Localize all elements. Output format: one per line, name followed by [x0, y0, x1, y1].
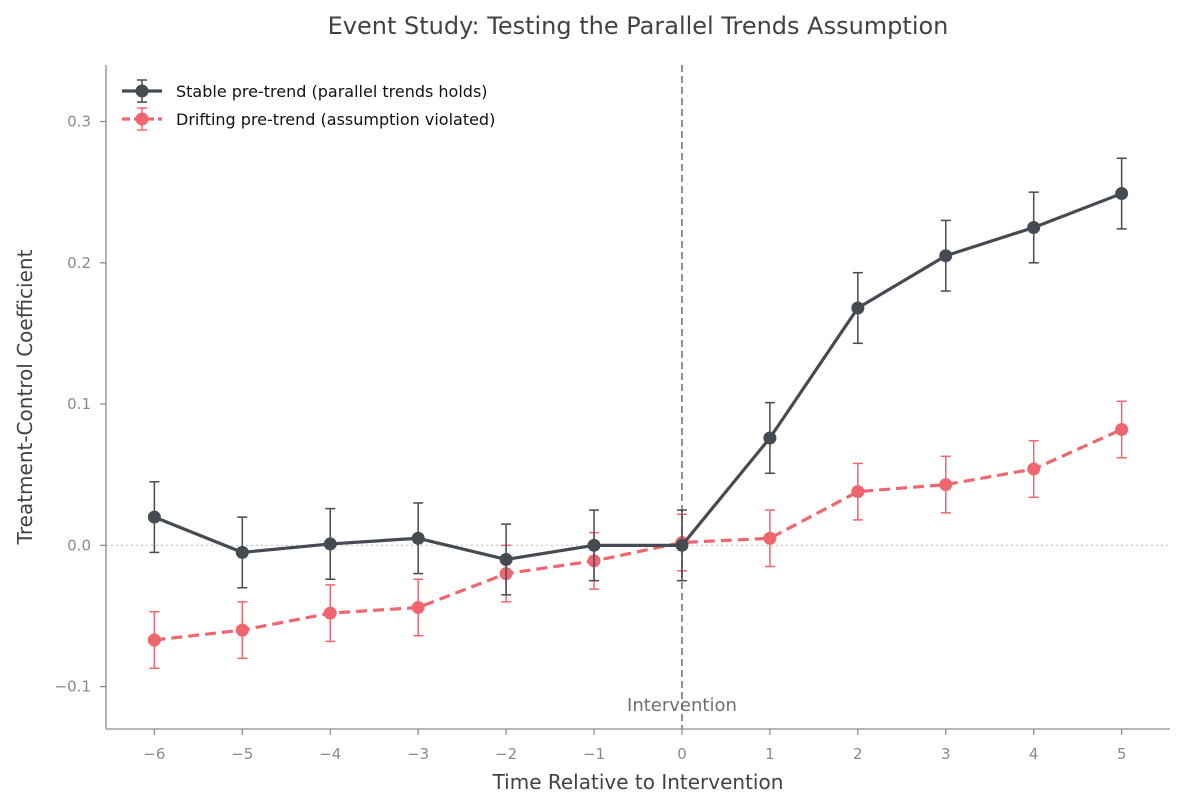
data-point — [939, 478, 953, 492]
x-tick-label: −6 — [143, 745, 165, 763]
data-point — [499, 552, 513, 566]
data-point — [147, 633, 161, 647]
y-tick-label: 0.1 — [67, 395, 91, 413]
x-tick-label: −4 — [319, 745, 341, 763]
x-axis-label: Time Relative to Intervention — [492, 770, 784, 794]
legend-marker-0 — [135, 84, 149, 98]
axes: −6 −5 −4 −3 −2 −1 0 1 2 3 4 5 −0.1 0.0 0.1 0.2 0.3 — [55, 65, 1170, 763]
intervention-annotation: Intervention — [627, 695, 737, 716]
x-tick-label: 4 — [1029, 745, 1039, 763]
x-tick-label: 3 — [941, 745, 951, 763]
x-ticks: −6 −5 −4 −3 −2 −1 0 1 2 3 4 5 — [143, 729, 1126, 763]
data-point — [235, 623, 249, 637]
x-tick-label: −5 — [231, 745, 253, 763]
data-point — [1115, 187, 1129, 201]
x-tick-label: 1 — [765, 745, 775, 763]
x-tick-label: −2 — [495, 745, 517, 763]
reference-lines — [106, 65, 1170, 729]
data-point — [1027, 462, 1041, 476]
series-1 — [147, 400, 1129, 670]
legend: Stable pre-trend (parallel trends holds)… — [122, 79, 495, 131]
legend-marker-1 — [135, 112, 149, 126]
series-layer — [147, 157, 1129, 670]
chart-title: Event Study: Testing the Parallel Trends… — [328, 12, 949, 40]
x-tick-label: 0 — [677, 745, 687, 763]
data-point — [147, 510, 161, 524]
data-point — [851, 485, 865, 499]
x-tick-label: 2 — [853, 745, 863, 763]
series-0 — [147, 157, 1129, 596]
y-tick-label: 0.2 — [67, 254, 91, 272]
data-point — [411, 601, 425, 615]
data-point — [411, 531, 425, 545]
data-point — [1027, 220, 1041, 234]
y-tick-label: −0.1 — [55, 678, 91, 696]
data-point — [763, 431, 777, 445]
series-line — [153, 192, 1123, 562]
data-point — [675, 538, 689, 552]
x-tick-label: −1 — [583, 745, 605, 763]
data-point — [939, 249, 953, 263]
data-point — [851, 301, 865, 315]
data-point — [235, 545, 249, 559]
annotations: Intervention — [627, 695, 737, 716]
x-tick-label: 5 — [1117, 745, 1127, 763]
data-point — [323, 537, 337, 551]
data-point — [1115, 422, 1129, 436]
y-axis-label: Treatment-Control Coefficient — [13, 249, 37, 545]
y-ticks: −0.1 0.0 0.1 0.2 0.3 — [55, 113, 106, 696]
legend-label-0: Stable pre-trend (parallel trends holds) — [176, 82, 488, 101]
legend-label-1: Drifting pre-trend (assumption violated) — [176, 110, 495, 129]
data-point — [763, 531, 777, 545]
x-tick-label: −3 — [407, 745, 429, 763]
y-tick-label: 0.0 — [67, 536, 91, 554]
y-tick-label: 0.3 — [67, 113, 91, 131]
series-line — [154, 428, 1123, 642]
data-point — [587, 538, 601, 552]
data-point — [323, 606, 337, 620]
